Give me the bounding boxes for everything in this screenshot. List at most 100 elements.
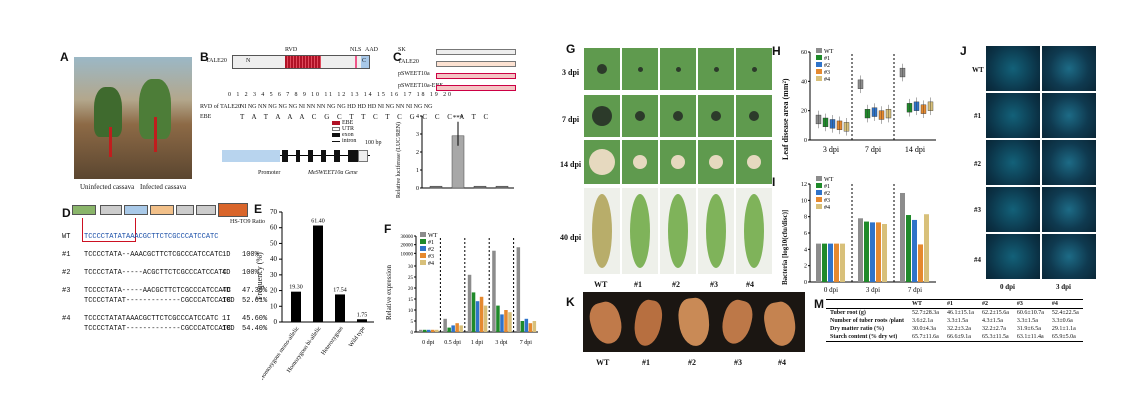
f-bar	[528, 323, 533, 332]
i-legend-label: #3	[824, 198, 830, 204]
k-col-3: #3	[734, 358, 742, 367]
fluorescence-image	[986, 93, 1040, 138]
f-bar	[451, 325, 455, 332]
seq-type: 4D	[222, 287, 231, 295]
leaf-photo	[622, 188, 658, 274]
h-legend-swatch	[816, 69, 822, 74]
gene-legend: EBE UTR exon intron	[332, 120, 372, 144]
legend-ebe: EBE	[342, 120, 354, 126]
rvd-row-label: RVD of TALE20	[200, 104, 241, 110]
td: 30.0±4.3a	[912, 326, 936, 332]
target-bracket	[82, 218, 136, 242]
c-terminus-label: C	[362, 58, 367, 64]
e-tick-label: 70	[270, 208, 278, 216]
th: #1	[942, 299, 978, 309]
h-legend-label: #4	[824, 77, 830, 83]
td: 52.7±28.3a	[912, 310, 939, 316]
rvd-label: RVD	[285, 47, 298, 53]
promoter-label: Promoter	[258, 170, 281, 176]
panel-label-b: B	[200, 50, 209, 64]
panel-label-e: E	[254, 202, 263, 216]
f-bar	[508, 312, 512, 332]
td: 63.1±11.4a	[1012, 333, 1048, 342]
leaf-photo	[698, 48, 734, 90]
ebe-row-label: EBE	[200, 114, 212, 120]
e-bar	[357, 319, 367, 322]
i-bar	[876, 222, 881, 282]
f-tick-label: 30000	[401, 235, 414, 240]
j-row-1: #1	[974, 112, 981, 120]
f-legend-swatch	[420, 246, 426, 251]
f-legend-swatch	[420, 260, 426, 265]
f-bar	[447, 327, 451, 332]
lesion-spot	[597, 64, 607, 74]
panel-label-f: F	[384, 222, 392, 236]
td: 65.7±11.6a	[908, 333, 943, 342]
panel-label-c: C	[393, 50, 402, 64]
pos: 8	[294, 92, 300, 98]
leaf-photo	[660, 95, 696, 137]
g-col-4: #4	[746, 280, 754, 289]
k-col-wt: WT	[596, 358, 610, 367]
pos: 18	[416, 92, 427, 98]
lesion-spot	[592, 106, 612, 126]
seq-pct: 54.40%	[242, 325, 268, 333]
e-data-label: 61.40	[311, 219, 325, 225]
i-bar	[816, 243, 821, 282]
table-row: Starch content (% dry wt) 65.7±11.6a 66.…	[826, 333, 1083, 342]
fluorescence-image	[1042, 187, 1096, 232]
f-legend-label: #3	[428, 254, 434, 260]
e-bar	[313, 225, 323, 322]
td: 60.6±10.7a	[1016, 310, 1044, 316]
td: 3.3±0.6a	[1051, 318, 1073, 324]
f-bar	[467, 274, 472, 332]
h-x-label: 7 dpi	[865, 145, 882, 154]
h-tick-label: 20	[801, 109, 807, 115]
lesion-spot	[749, 111, 759, 121]
f-legend-swatch	[420, 232, 426, 237]
uninfected-caption: Uninfected cassava	[80, 183, 135, 191]
pos: 15	[376, 92, 387, 98]
f-bar	[496, 305, 500, 332]
lesion-spot	[675, 66, 681, 72]
td: 66.6±9.1a	[942, 333, 978, 342]
fluorescence-image	[986, 46, 1040, 91]
h-legend-swatch	[816, 48, 822, 53]
c-tick-label: 2	[416, 150, 419, 156]
seq-type: 4D	[222, 269, 231, 277]
leaf-photo	[698, 95, 734, 137]
scale-label: 100 bp	[365, 140, 382, 146]
h-legend-label: #2	[824, 63, 830, 69]
e-tick-label: 50	[270, 239, 278, 247]
gene-structure	[222, 150, 372, 162]
i-x-label: 0 dpi	[824, 286, 838, 294]
h-legend-label: WT	[824, 49, 834, 55]
i-bar	[840, 243, 845, 282]
j-row-4: #4	[974, 256, 981, 264]
lesion-spot	[673, 111, 683, 121]
leaf-photo	[584, 188, 620, 274]
seq-id: #3	[62, 287, 71, 295]
f-bar	[524, 318, 529, 332]
f-bar	[516, 247, 521, 332]
seq-id: #2	[62, 269, 71, 277]
pos: 7	[286, 92, 292, 98]
lesion-spot	[713, 66, 719, 72]
f-bar	[443, 318, 447, 332]
k-col-2: #2	[688, 358, 696, 367]
f-tick-label: 20000	[401, 244, 414, 249]
j-col-0dpi: 0 dpi	[1000, 283, 1015, 291]
pos: 14	[363, 92, 374, 98]
i-tick-label: 10	[801, 198, 807, 204]
td: 62.2±15.6a	[981, 310, 1009, 316]
fluorescence-image	[986, 140, 1040, 185]
leaf-photo	[622, 140, 658, 184]
k-col-4: #4	[778, 358, 786, 367]
seq-wt: TCCCCTATATAAACGCTTCTCGCCCATCCATC	[84, 233, 219, 241]
construct-sk: SK	[398, 47, 406, 53]
i-bar	[912, 219, 917, 282]
c-bar	[473, 185, 487, 189]
seq-pct: 47.39%	[242, 287, 268, 295]
f-legend-label: #1	[428, 240, 434, 246]
seq-pct: 45.60%	[242, 315, 268, 323]
